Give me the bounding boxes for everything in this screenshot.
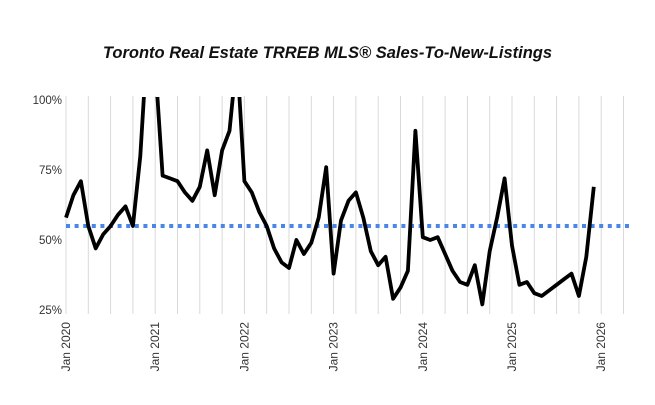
y-tick-label: 50% xyxy=(39,235,62,247)
y-tick-label: 100% xyxy=(33,95,62,107)
x-tick-label: Jan 2026 xyxy=(594,322,608,372)
x-tick-label: Jan 2023 xyxy=(327,322,341,372)
x-tick-label: Jan 2021 xyxy=(148,322,162,372)
y-tick-label: 75% xyxy=(39,165,62,177)
x-tick-label: Jan 2024 xyxy=(416,322,430,372)
x-tick-label: Jan 2020 xyxy=(59,322,73,372)
x-tick-label: Jan 2022 xyxy=(237,322,251,372)
series-line xyxy=(64,97,596,307)
y-tick-label: 25% xyxy=(39,305,62,317)
chart-title: Toronto Real Estate TRREB MLS® Sales-To-… xyxy=(102,44,553,62)
x-tick-label: Jan 2025 xyxy=(505,322,519,372)
